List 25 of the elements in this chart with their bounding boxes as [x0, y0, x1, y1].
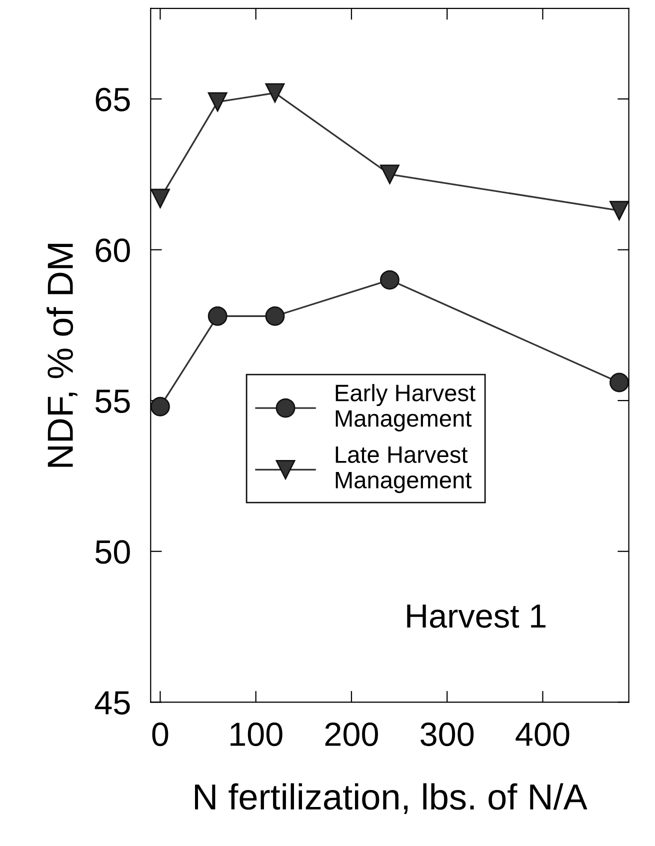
x-tick-label: 300 [420, 722, 474, 746]
point [150, 396, 170, 416]
point [150, 188, 170, 208]
point [380, 270, 400, 290]
point [610, 372, 629, 392]
point [380, 164, 400, 184]
y-tick-label: 45 [94, 691, 130, 715]
x-tick-label: 100 [230, 722, 282, 746]
point [208, 92, 228, 112]
point [610, 200, 629, 220]
y-tick-label: 60 [96, 238, 130, 262]
x-tick-label: 400 [516, 722, 570, 746]
point [265, 306, 285, 326]
x-tick-label: 200 [325, 722, 378, 746]
y-tick-label: 55 [95, 390, 130, 413]
legend-label: Early Harvest Management [336, 384, 476, 432]
x-tick-label: 0 [152, 722, 168, 746]
y-tick-label: 50 [95, 540, 130, 564]
point [265, 83, 285, 103]
x-axis-title: N fertilization, lbs. of N/A [195, 783, 588, 814]
legend-label: Late Harvest Management [336, 446, 472, 494]
point [208, 306, 228, 326]
y-tick-label: 65 [96, 88, 130, 112]
y-axis-title: NDF, % of DM [46, 244, 78, 467]
annotation: Harvest 1 [407, 604, 546, 628]
